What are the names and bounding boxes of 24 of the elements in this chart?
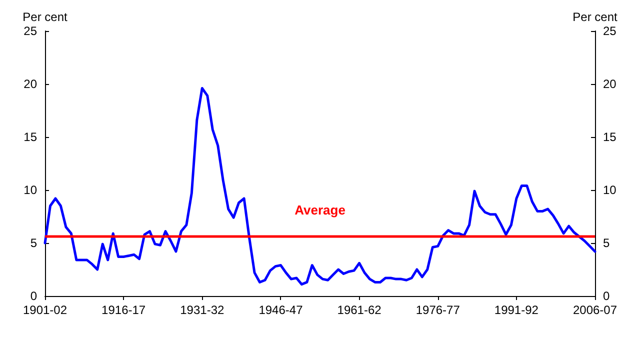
y-tick-label: 10	[24, 183, 38, 197]
y2-tick-label: 20	[603, 77, 617, 91]
y-axis-title: Per cent	[22, 10, 68, 24]
x-tick-label: 1991-92	[494, 303, 539, 317]
y-tick-label: 5	[30, 236, 38, 250]
y2-tick-label: 5	[603, 236, 610, 250]
y-tick-label: 0	[30, 289, 38, 303]
y2-tick-label: 10	[603, 183, 617, 197]
y-tick-label: 15	[24, 130, 38, 144]
y2-axis-title: Per cent	[572, 10, 618, 24]
x-tick-label: 2006-07	[572, 303, 618, 317]
ref-line-label: Average	[294, 202, 346, 218]
x-tick-label: 1946-47	[258, 303, 304, 317]
x-tick-label: 1916-17	[102, 303, 146, 317]
y-tick-label: 25	[24, 24, 38, 38]
line-series	[44, 86, 596, 286]
y2-tick-label: 15	[603, 130, 617, 144]
x-tick-label: 1931-32	[180, 303, 224, 317]
x-tick-label: 1901-02	[22, 303, 68, 317]
x-tick-label: 1976-77	[416, 303, 460, 317]
y-tick-label: 20	[24, 77, 38, 91]
y2-tick-label: 0	[603, 289, 610, 303]
y2-tick-label: 25	[603, 24, 617, 38]
x-tick-label: 1961-62	[337, 303, 382, 317]
